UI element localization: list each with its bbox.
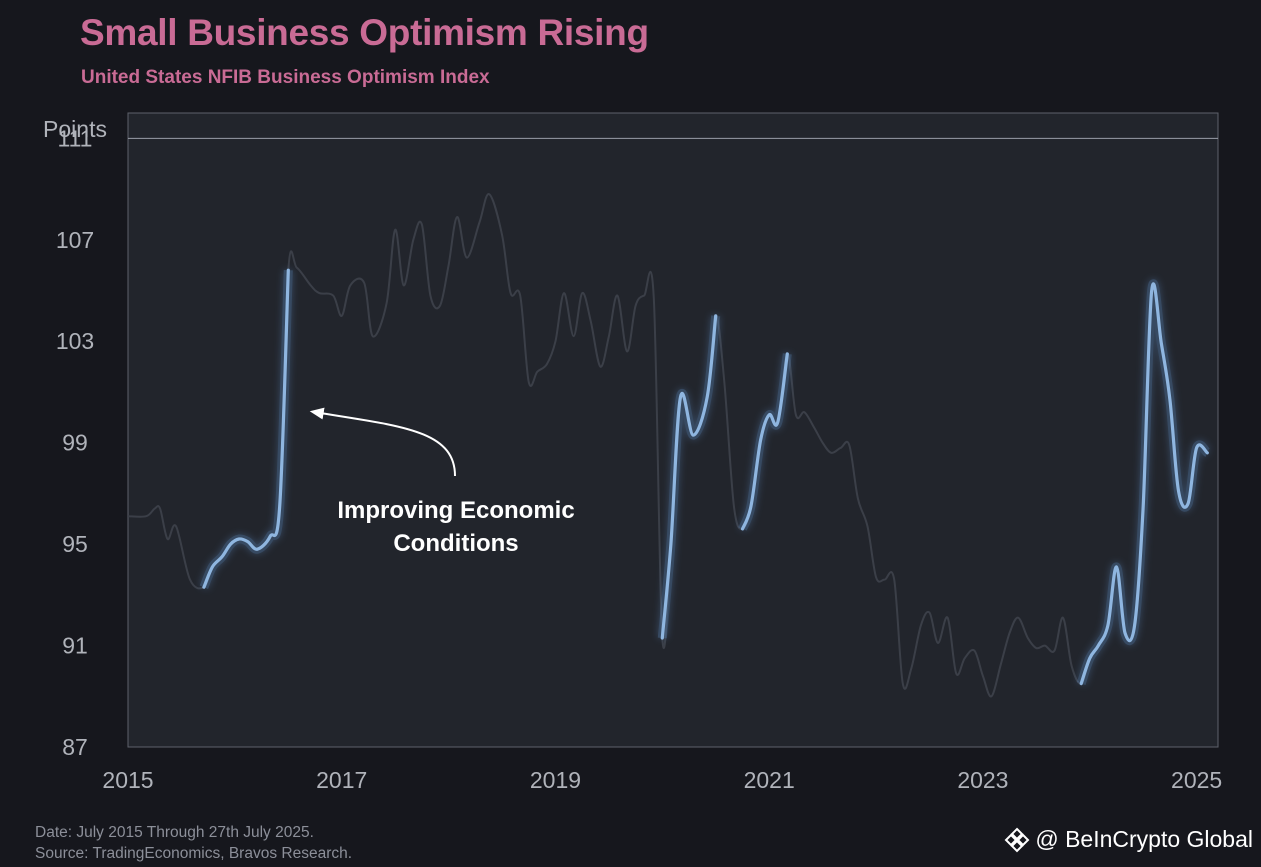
y-tick-label: 87 [62,734,88,760]
annotation-text: Conditions [393,530,518,557]
series-line-highlight-4 [1079,282,1209,686]
x-tick-label: 2015 [102,767,153,793]
y-axis-label: Points [43,116,107,142]
y-tick-label: 103 [56,328,94,354]
brand-text: @ BeInCrypto Global [1035,826,1253,852]
x-tick-label: 2019 [530,767,581,793]
y-tick-label: 111 [58,125,93,151]
y-tick-label: 99 [62,430,88,456]
footnote: Date: July 2015 Through 27th July 2025. … [35,822,352,864]
x-tick-label: 2017 [316,767,367,793]
brand-watermark: @ BeInCrypto Global [1004,826,1253,853]
series-line-highlight-1 [202,268,290,589]
chart-subtitle: United States NFIB Business Optimism Ind… [81,67,490,88]
x-tick-label: 2025 [1171,767,1222,793]
beincrypto-diamond-logo-icon [1004,827,1030,852]
chart-title: Small Business Optimism Rising [80,12,649,53]
annotation-arrow [309,407,456,477]
x-tick-label: 2021 [744,767,795,793]
annotation-text: Improving Economic [337,497,574,524]
series-line-highlight-3 [740,352,789,531]
y-tick-label: 91 [62,633,88,659]
y-tick-label: 95 [62,531,88,557]
y-tick-label: 107 [56,227,94,253]
source-note: Source: TradingEconomics, Bravos Researc… [35,845,353,862]
series-line-highlight-2 [660,314,718,640]
x-tick-label: 2023 [957,767,1008,793]
date-note: Date: July 2015 Through 27th July 2025. [35,824,314,841]
